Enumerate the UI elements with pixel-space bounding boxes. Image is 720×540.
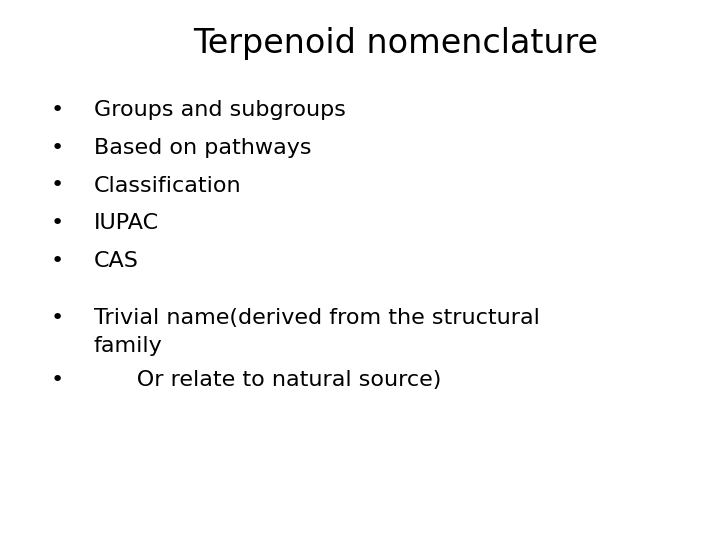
Text: Classification: Classification [94,176,241,195]
Text: Based on pathways: Based on pathways [94,138,311,158]
Text: IUPAC: IUPAC [94,213,158,233]
Text: •: • [51,100,64,120]
Text: Or relate to natural source): Or relate to natural source) [94,370,441,390]
Text: Trivial name(derived from the structural
family: Trivial name(derived from the structural… [94,308,539,356]
Text: Groups and subgroups: Groups and subgroups [94,100,346,120]
Text: Terpenoid nomenclature: Terpenoid nomenclature [194,27,598,60]
Text: CAS: CAS [94,251,138,271]
Text: •: • [51,370,64,390]
Text: •: • [51,251,64,271]
Text: •: • [51,176,64,195]
Text: •: • [51,213,64,233]
Text: •: • [51,138,64,158]
Text: •: • [51,308,64,328]
